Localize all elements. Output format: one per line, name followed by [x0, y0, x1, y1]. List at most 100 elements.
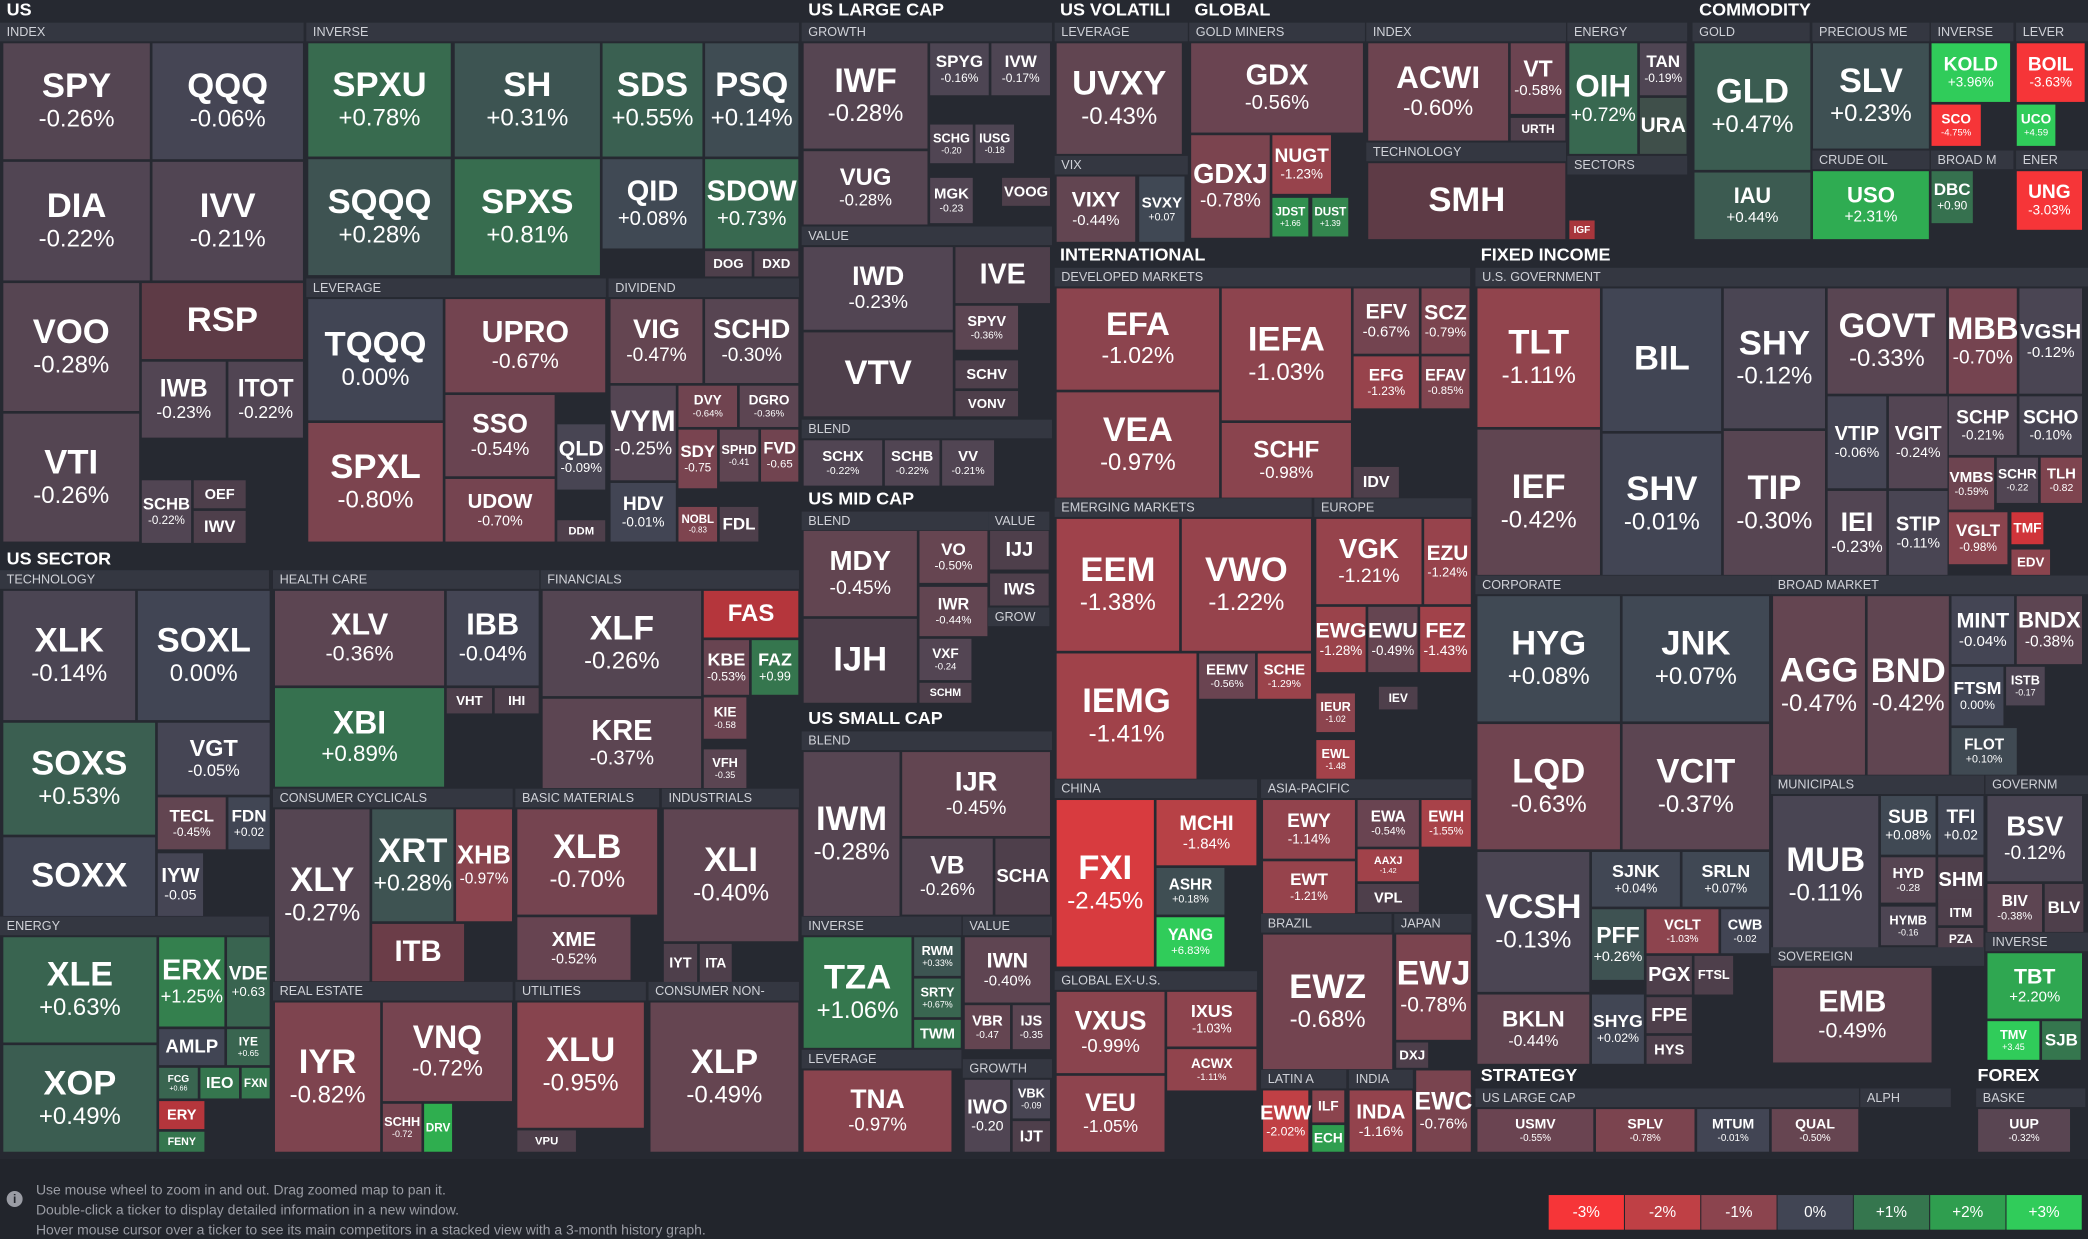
- tile[interactable]: [2011, 549, 2051, 575]
- tile[interactable]: [1510, 43, 1566, 114]
- tile[interactable]: [1931, 43, 2011, 102]
- tile[interactable]: [1316, 693, 1355, 733]
- tile[interactable]: [1424, 518, 1471, 605]
- tile[interactable]: [1951, 728, 2017, 775]
- tile[interactable]: [1477, 994, 1590, 1064]
- tile[interactable]: [308, 159, 451, 276]
- tile[interactable]: [1622, 724, 1770, 850]
- tile[interactable]: [1827, 288, 1947, 394]
- tile[interactable]: [445, 395, 555, 477]
- tile[interactable]: [494, 688, 539, 714]
- tile[interactable]: [3, 161, 150, 281]
- tile[interactable]: [1353, 288, 1419, 354]
- tile[interactable]: [1181, 518, 1311, 651]
- tile[interactable]: [1316, 606, 1366, 673]
- tile[interactable]: [1056, 653, 1197, 779]
- tile[interactable]: [1056, 991, 1165, 1074]
- tile[interactable]: [930, 43, 989, 96]
- tile[interactable]: [663, 943, 698, 983]
- tile[interactable]: [1263, 861, 1355, 914]
- tile[interactable]: [454, 159, 600, 276]
- tile[interactable]: [1723, 288, 1826, 429]
- tile[interactable]: [914, 1019, 961, 1048]
- tile[interactable]: [308, 43, 451, 157]
- tile[interactable]: [1477, 851, 1590, 992]
- tile[interactable]: [1773, 596, 1865, 775]
- tile[interactable]: [610, 299, 703, 384]
- tile[interactable]: [964, 937, 1050, 1003]
- tile[interactable]: [2016, 596, 2083, 665]
- tile[interactable]: [372, 809, 454, 922]
- tile[interactable]: [382, 1103, 422, 1152]
- tile[interactable]: [2006, 666, 2045, 706]
- tile[interactable]: [1221, 288, 1351, 421]
- tile[interactable]: [884, 440, 940, 486]
- tile[interactable]: [1012, 1121, 1050, 1152]
- tile[interactable]: [1139, 176, 1185, 242]
- tile[interactable]: [1156, 917, 1225, 967]
- tile[interactable]: [1477, 1109, 1594, 1152]
- tile[interactable]: [1263, 934, 1393, 1070]
- tile[interactable]: [517, 1002, 644, 1128]
- tile[interactable]: [803, 151, 928, 225]
- tile[interactable]: [705, 251, 752, 277]
- tile[interactable]: [1880, 796, 1936, 855]
- tile[interactable]: [678, 385, 738, 427]
- tile[interactable]: [1591, 909, 1644, 980]
- tile[interactable]: [955, 360, 1019, 389]
- tile[interactable]: [1938, 857, 1984, 903]
- tile[interactable]: [803, 1070, 952, 1152]
- tile[interactable]: [703, 640, 750, 695]
- tile[interactable]: [542, 698, 702, 789]
- tile[interactable]: [3, 413, 140, 542]
- tile[interactable]: [1827, 396, 1887, 489]
- tile[interactable]: [739, 385, 799, 427]
- tile[interactable]: [930, 177, 973, 224]
- tile[interactable]: [517, 917, 631, 980]
- tile[interactable]: [1682, 851, 1770, 907]
- tile[interactable]: [1056, 392, 1220, 498]
- tile[interactable]: [1357, 800, 1419, 847]
- tile[interactable]: [964, 1079, 1011, 1152]
- tile[interactable]: [152, 43, 303, 160]
- tile[interactable]: [1931, 104, 1981, 146]
- tile[interactable]: [1368, 606, 1418, 673]
- tile[interactable]: [1263, 1090, 1309, 1152]
- tile[interactable]: [705, 43, 799, 157]
- tile[interactable]: [1948, 512, 2008, 565]
- tile[interactable]: [1813, 171, 1929, 240]
- tile[interactable]: [2019, 396, 2083, 455]
- tile[interactable]: [3, 1045, 157, 1152]
- tile[interactable]: [1938, 927, 1984, 951]
- tile[interactable]: [1987, 1021, 2040, 1060]
- tile[interactable]: [803, 440, 883, 486]
- tile[interactable]: [942, 440, 995, 486]
- tile[interactable]: [1721, 909, 1770, 954]
- tile[interactable]: [1694, 955, 1734, 995]
- tile[interactable]: [1996, 457, 2039, 503]
- tile[interactable]: [141, 480, 192, 543]
- tile[interactable]: [3, 283, 140, 412]
- tile[interactable]: [1639, 97, 1687, 154]
- tile[interactable]: [159, 1067, 198, 1099]
- tile[interactable]: [193, 510, 246, 543]
- tile[interactable]: [1697, 1109, 1770, 1152]
- tile[interactable]: [1056, 176, 1136, 242]
- tile[interactable]: [1312, 197, 1349, 237]
- tile[interactable]: [2040, 457, 2083, 503]
- tile[interactable]: [1813, 43, 1929, 149]
- tile[interactable]: [274, 809, 370, 982]
- tile[interactable]: [1595, 1109, 1695, 1152]
- tile[interactable]: [1646, 955, 1692, 995]
- tile[interactable]: [990, 573, 1049, 606]
- tile[interactable]: [914, 937, 961, 976]
- tile[interactable]: [719, 429, 759, 482]
- tile[interactable]: [1191, 135, 1270, 238]
- tile[interactable]: [542, 590, 702, 697]
- tile[interactable]: [157, 797, 226, 850]
- tile[interactable]: [1012, 1079, 1050, 1119]
- tile[interactable]: [308, 299, 443, 421]
- tile[interactable]: [602, 159, 703, 249]
- tile[interactable]: [1880, 906, 1936, 946]
- tile[interactable]: [1646, 909, 1719, 954]
